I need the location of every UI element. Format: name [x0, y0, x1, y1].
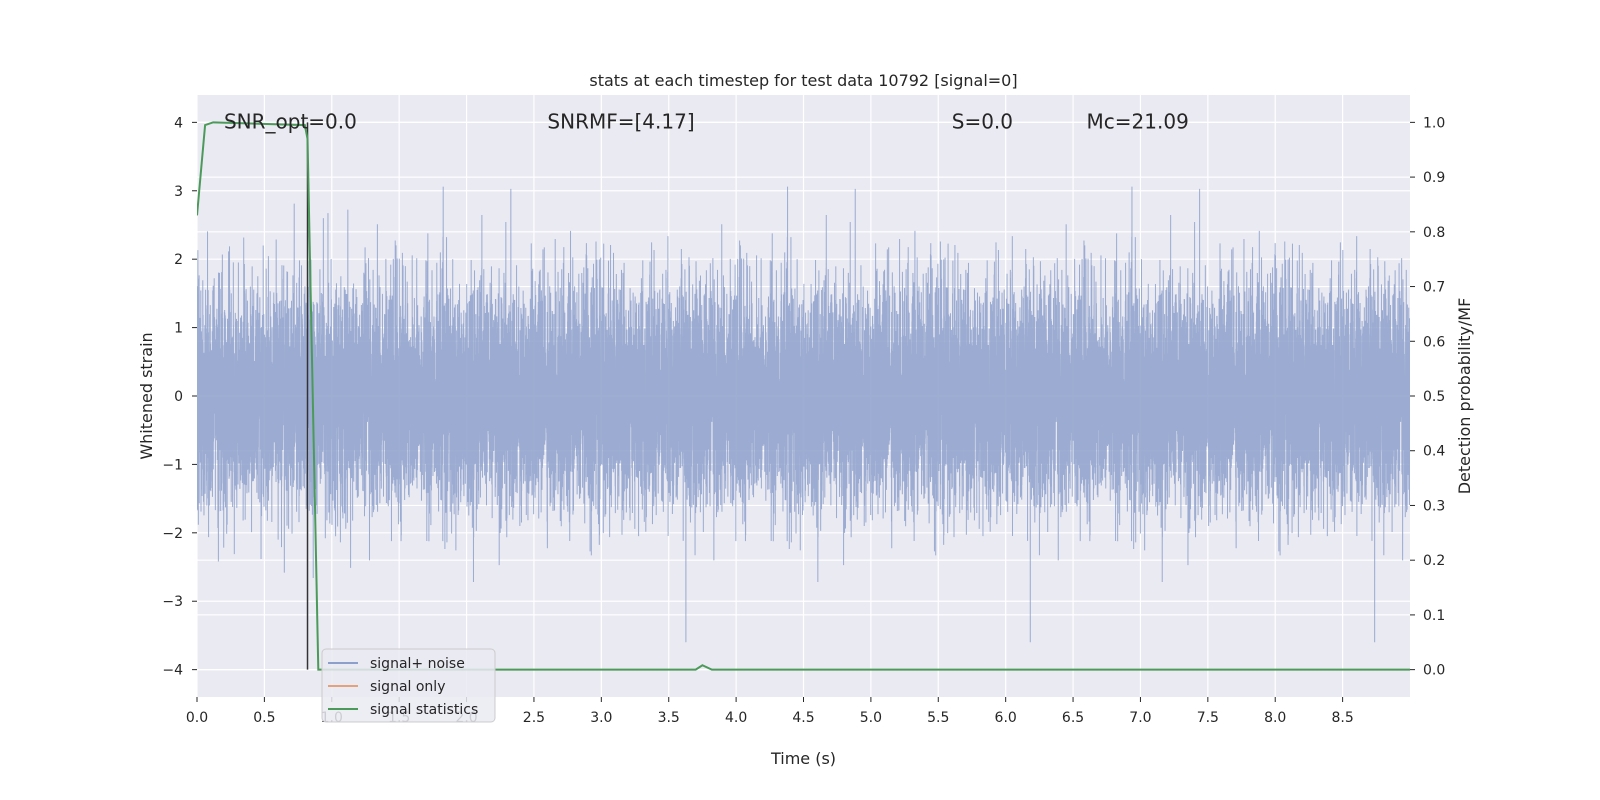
series-signal-statistics [197, 121, 1410, 671]
y-tick-label-8: 4 [174, 115, 183, 131]
x-tick-label-6: 3.0 [590, 710, 612, 726]
y2-tick-label-10: 1.0 [1423, 115, 1445, 131]
y-axis-label: Whitened strain [137, 332, 156, 459]
annotation-snr-mf: SNRMF=[4.17] [547, 109, 694, 133]
y2-tick-label-5: 0.5 [1423, 389, 1445, 405]
y2-tick-label-3: 0.3 [1423, 498, 1445, 514]
annotation-snr-opt: SNR_opt=0.0 [224, 109, 357, 133]
noise-trace [197, 186, 1410, 643]
y2-tick-label-1: 0.1 [1423, 608, 1445, 624]
chart-title: stats at each timestep for test data 107… [589, 71, 1017, 90]
x-tick-label-13: 6.5 [1062, 710, 1084, 726]
y-axis-ticks: −4 −3 −2 −1 0 1 2 3 4 [162, 115, 197, 679]
legend-label-signal-only: signal only [370, 679, 445, 695]
y2-tick-label-0: 0.0 [1423, 663, 1445, 679]
x-tick-label-16: 8.0 [1264, 710, 1286, 726]
x-tick-label-12: 6.0 [995, 710, 1017, 726]
x-tick-label-14: 7.0 [1129, 710, 1151, 726]
x-tick-label-0: 0.0 [186, 710, 208, 726]
x-tick-label-15: 7.5 [1197, 710, 1219, 726]
statistics-line [197, 121, 1410, 671]
x-tick-label-1: 0.5 [253, 710, 275, 726]
y-tick-label-2: −2 [162, 526, 183, 542]
x-tick-label-5: 2.5 [523, 710, 545, 726]
y2-axis-ticks: 0.0 0.1 0.2 0.3 0.4 0.5 0.6 0.7 0.8 0.9 1.0 [1410, 115, 1445, 679]
x-tick-label-17: 8.5 [1331, 710, 1353, 726]
series-signal-noise [197, 186, 1410, 643]
legend: signal+ noise signal only signal statist… [321, 648, 496, 723]
y-tick-label-7: 3 [174, 184, 183, 200]
legend-label-signal-noise: signal+ noise [370, 656, 465, 672]
x-tick-label-11: 5.5 [927, 710, 949, 726]
y2-tick-label-2: 0.2 [1423, 553, 1445, 569]
x-tick-label-8: 4.0 [725, 710, 747, 726]
y2-tick-label-4: 0.4 [1423, 444, 1445, 460]
x-tick-label-10: 5.0 [860, 710, 882, 726]
y-tick-label-0: −4 [162, 663, 183, 679]
y-tick-label-1: −3 [162, 594, 183, 610]
y-tick-label-6: 2 [174, 252, 183, 268]
y-tick-label-5: 1 [174, 321, 183, 337]
y2-tick-label-9: 0.9 [1423, 170, 1445, 186]
x-tick-label-9: 4.5 [792, 710, 814, 726]
y-tick-label-3: −1 [162, 457, 183, 473]
x-axis-label: Time (s) [770, 749, 836, 768]
annotation-s: S=0.0 [952, 109, 1013, 133]
y2-tick-label-6: 0.6 [1423, 334, 1445, 350]
y-tick-label-4: 0 [174, 389, 183, 405]
legend-label-signal-statistics: signal statistics [370, 702, 478, 718]
y2-tick-label-8: 0.8 [1423, 225, 1445, 241]
y2-tick-label-7: 0.7 [1423, 280, 1445, 296]
x-tick-label-7: 3.5 [658, 710, 680, 726]
annotations: SNR_opt=0.0 SNRMF=[4.17] S=0.0 Mc=21.09 [224, 109, 1189, 133]
annotation-mc: Mc=21.09 [1087, 109, 1189, 133]
y2-axis-label: Detection probability/MF [1455, 298, 1474, 495]
legend-box [321, 648, 496, 723]
